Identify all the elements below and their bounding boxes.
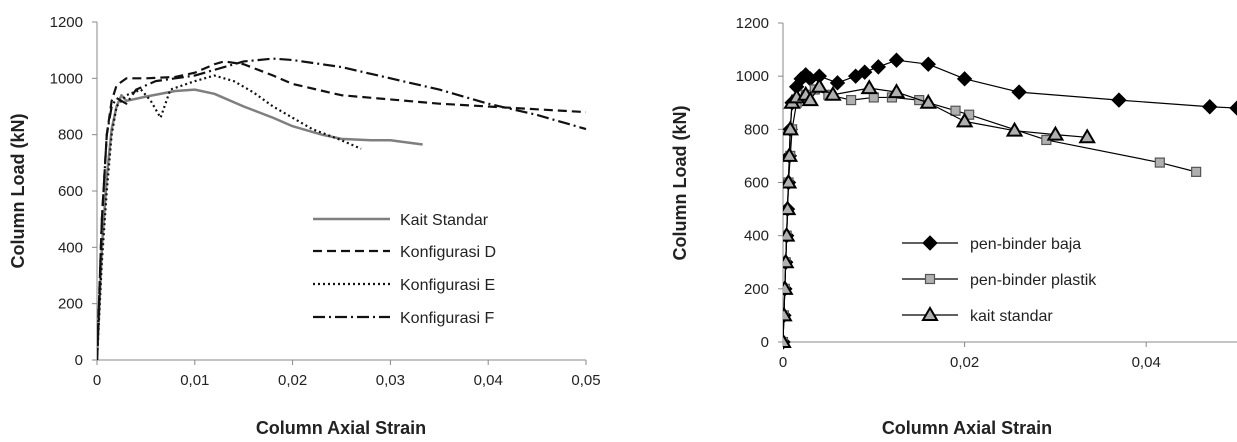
data-point xyxy=(810,77,829,93)
legend-entry: Konfigurasi D xyxy=(313,244,496,261)
series-konfigurasi-e xyxy=(97,74,362,361)
series-line xyxy=(97,57,587,361)
data-point xyxy=(887,83,906,99)
series-konfigurasi-f xyxy=(97,57,587,361)
data-point xyxy=(783,306,793,322)
data-point xyxy=(860,79,879,95)
data-point xyxy=(783,333,792,348)
y-tick-label: 400 xyxy=(58,239,83,256)
data-point xyxy=(955,112,974,128)
legend-label: pen-binder plastik xyxy=(970,272,1097,289)
data-point xyxy=(783,146,799,162)
legend-marker xyxy=(924,273,936,285)
chart-2: 0 200 400 600 800 1000 1200 0 0,02 0,04 Column Axi… xyxy=(670,15,1237,438)
legend-entry: pen-binder plastik xyxy=(902,272,1097,289)
series-kait-standar xyxy=(783,77,1096,348)
data-point xyxy=(783,226,796,242)
legend-label: kait standar xyxy=(970,308,1053,325)
data-point xyxy=(783,279,794,295)
y-tick-label: 1200 xyxy=(50,14,83,31)
y-axis-title: Column Load (kN) xyxy=(8,114,28,269)
y-tick-label: 1200 xyxy=(736,15,769,32)
data-point xyxy=(1154,157,1165,168)
series-line xyxy=(783,88,1197,343)
x-tick-label: 0,03 xyxy=(376,372,405,389)
legend-entry: Konfigurasi E xyxy=(313,277,495,294)
data-point xyxy=(888,52,905,68)
series-konfigurasi-d xyxy=(97,60,587,361)
legend-label: Konfigurasi D xyxy=(400,244,496,261)
data-point xyxy=(950,105,961,116)
x-tick-label: 0,04 xyxy=(474,372,503,389)
x-tick-label: 0,02 xyxy=(278,372,307,389)
legend-label: Kait Standar xyxy=(400,212,489,229)
data-point xyxy=(956,71,973,87)
series-line xyxy=(97,88,423,361)
data-point xyxy=(783,173,798,189)
series-line xyxy=(783,86,1088,343)
legend-entry: pen-binder baja xyxy=(902,235,1081,253)
legend-entry: Kait Standar xyxy=(313,212,489,229)
legend-entry: Konfigurasi F xyxy=(313,310,494,327)
x-tick-label: 0,04 xyxy=(1132,354,1161,371)
data-point xyxy=(783,200,797,216)
legend-marker xyxy=(922,235,938,251)
legend-entry: kait standar xyxy=(902,306,1053,325)
data-point xyxy=(1229,100,1237,116)
legend-label: Konfigurasi E xyxy=(400,277,495,294)
legend-label: Konfigurasi F xyxy=(400,310,494,327)
x-tick-label: 0,05 xyxy=(571,372,600,389)
x-tick-label: 0,01 xyxy=(180,372,209,389)
data-point xyxy=(801,91,819,107)
data-point xyxy=(1111,92,1127,108)
data-point xyxy=(1011,84,1027,100)
series-line xyxy=(97,60,587,361)
data-point xyxy=(857,64,873,80)
data-point xyxy=(845,94,857,106)
y-tick-label: 200 xyxy=(58,296,83,313)
y-axis-title: Column Load (kN) xyxy=(670,106,690,261)
y-tick-label: 600 xyxy=(744,175,769,192)
data-point xyxy=(1078,128,1096,144)
data-point xyxy=(868,92,879,103)
y-tick-label: 1000 xyxy=(736,68,769,85)
series-kait-standar xyxy=(97,88,423,361)
data-point xyxy=(824,85,842,101)
data-point xyxy=(919,93,938,109)
x-tick-label: 0 xyxy=(93,372,101,389)
data-point xyxy=(1005,121,1024,137)
y-tick-label: 600 xyxy=(58,183,83,200)
x-tick-label: 0 xyxy=(779,354,787,371)
y-tick-label: 800 xyxy=(744,121,769,138)
y-tick-label: 400 xyxy=(744,228,769,245)
data-point xyxy=(870,59,887,75)
data-point xyxy=(783,253,795,269)
y-tick-label: 0 xyxy=(75,352,83,369)
x-axis-title: Column Axial Strain xyxy=(256,418,426,438)
legend-marker xyxy=(921,306,939,321)
y-tick-label: 1000 xyxy=(50,70,83,87)
data-point xyxy=(783,120,800,136)
data-point xyxy=(1046,125,1065,141)
series-pen-binder-baja xyxy=(783,52,1237,350)
chart-1: 0 200 400 600 800 1000 1200 0 0,01 0,02 0,03 0,04 0,… xyxy=(8,14,601,438)
data-point xyxy=(829,75,846,91)
y-tick-label: 200 xyxy=(744,281,769,298)
data-point xyxy=(920,56,936,72)
y-tick-label: 0 xyxy=(761,334,769,351)
legend-label: pen-binder baja xyxy=(970,236,1081,253)
series-line xyxy=(97,74,362,361)
data-point xyxy=(1191,166,1202,177)
x-axis-title: Column Axial Strain xyxy=(882,418,1052,438)
x-tick-label: 0,02 xyxy=(950,354,979,371)
data-point xyxy=(1202,99,1218,115)
y-tick-label: 800 xyxy=(58,127,83,144)
